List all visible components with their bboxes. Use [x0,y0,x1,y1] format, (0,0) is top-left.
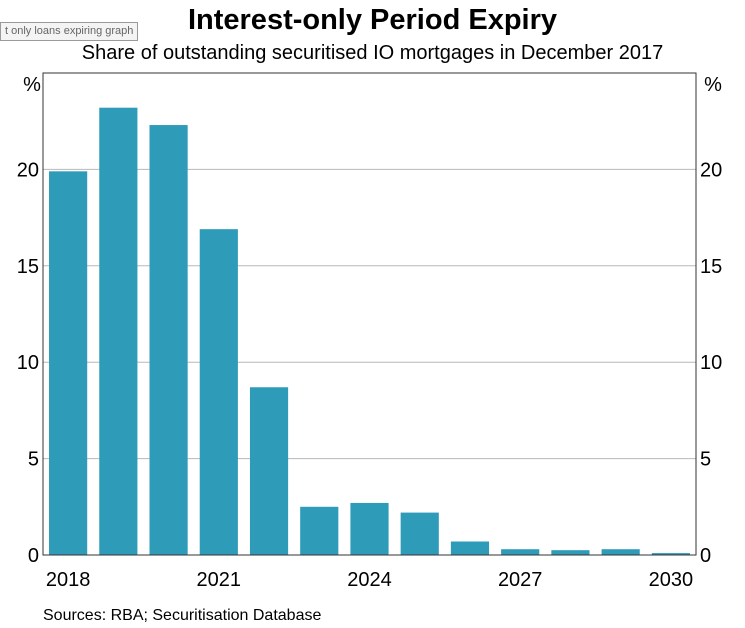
chart-subtitle: Share of outstanding securitised IO mort… [81,42,664,64]
y-tick-label-right: 10 [700,352,722,374]
x-tick-label: 2018 [46,569,91,591]
bar-2023 [300,506,339,555]
bar-2024 [350,502,389,555]
x-tick-label: 2027 [498,569,543,591]
bar-2021 [199,229,238,555]
bar-2020 [149,125,188,555]
bar-2022 [249,387,289,555]
bar-2029 [601,549,640,555]
y-tick-label-left: 10 [17,352,39,374]
y-unit-right: % [704,74,722,96]
bars [49,107,690,555]
bar-2019 [99,107,138,555]
y-tick-label-right: 15 [700,256,722,278]
plot-frame [42,72,697,556]
bar-2028 [551,550,590,555]
y-tick-label-left: 0 [28,545,39,567]
bar-2026 [450,541,490,555]
y-unit-left: % [23,74,41,96]
bar-2027 [501,549,540,555]
y-tick-label-right: 20 [700,159,722,181]
x-tick-label: 2021 [197,569,242,591]
y-tick-label-left: 20 [17,159,39,181]
chart-title: Interest-only Period Expiry [187,4,558,36]
y-tick-label-right: 5 [700,449,711,471]
bar-2030 [651,553,690,555]
y-tick-label-left: 5 [28,449,39,471]
ticks: 0 0 5 5 10 10 15 15 20 20 2018 2021 2024 2027 2030 [17,159,723,591]
y-tick-label-right: 0 [700,545,711,567]
image-tooltip: t only loans expiring graph [0,22,139,41]
y-tick-label-left: 15 [17,256,39,278]
gridlines [43,168,696,460]
x-tick-label: 2024 [347,569,392,591]
bar-2025 [400,512,439,555]
bar-2018 [49,171,88,555]
x-tick-label: 2030 [649,569,694,591]
source-note: Sources: RBA; Securitisation Database [43,607,322,624]
